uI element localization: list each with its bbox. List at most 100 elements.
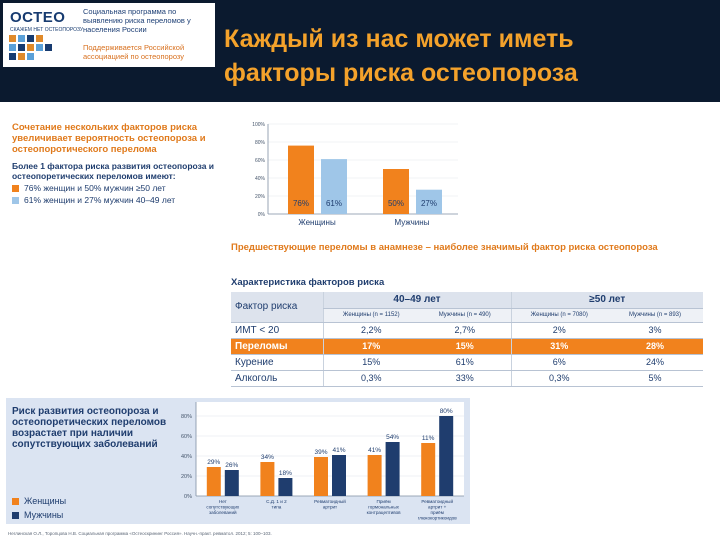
- bar: [383, 169, 409, 214]
- data-label: 76%: [293, 199, 309, 208]
- y-tick-label: 80%: [255, 140, 266, 146]
- data-label: 18%: [279, 470, 292, 477]
- age-group-40-49-header: 40–49 лет: [322, 292, 511, 309]
- x-tick-label: сопутствующих: [206, 505, 240, 510]
- table-cell: 2,7%: [419, 322, 511, 339]
- table-group-header-row: Фактор риска 40–49 лет ≥50 лет: [231, 292, 703, 323]
- column-header: Женщины (n = 7080): [510, 308, 607, 323]
- column-header: Мужчины (n = 893): [607, 308, 703, 323]
- bar: [314, 457, 328, 496]
- table-row: Алкоголь 0,3% 33% 0,3% 5%: [231, 370, 703, 387]
- bar: [416, 189, 442, 214]
- legend-50plus: 76% женщин и 50% мужчин ≥50 лет: [12, 183, 244, 193]
- x-tick-label: Ревматоидный: [421, 498, 453, 504]
- factor-column-header: Фактор риска: [231, 292, 323, 323]
- x-tick-label: типа: [272, 505, 282, 510]
- column-header: Мужчины (n = 490): [419, 308, 511, 323]
- table-cell: 5%: [607, 370, 703, 387]
- table-title: Характеристика факторов риска: [231, 277, 385, 288]
- table-cell: 15%: [322, 354, 419, 371]
- legend-women: Женщины: [12, 496, 66, 506]
- bar: [385, 442, 400, 496]
- table-cell: 3%: [607, 322, 703, 339]
- column-header: Женщины (n = 1152): [322, 308, 419, 323]
- legend-swatch-navy: [12, 511, 19, 519]
- legend-men: Мужчины: [12, 510, 66, 520]
- bar: [260, 462, 275, 496]
- table-cell: 17%: [322, 338, 419, 355]
- data-label: 61%: [326, 199, 342, 208]
- table-cell: 2%: [510, 322, 607, 339]
- previous-fractures-note: Предшествующие переломы в анамнезе – наи…: [231, 242, 658, 253]
- age-group-50plus-header: ≥50 лет: [510, 292, 703, 309]
- bar: [288, 145, 314, 214]
- logo-wordmark: ОСТЕО: [10, 9, 66, 26]
- y-tick-label: 60%: [255, 158, 266, 164]
- x-tick-label: артрит +: [428, 505, 447, 510]
- table-cell: 15%: [419, 338, 511, 355]
- row-factor: ИМТ < 20: [231, 322, 323, 339]
- bar: [206, 467, 221, 496]
- x-tick-label: Нет: [219, 499, 228, 504]
- bar: [367, 455, 382, 496]
- x-tick-label: приём: [431, 510, 444, 515]
- x-tick-label: артрит: [323, 505, 338, 510]
- y-tick-label: 20%: [255, 194, 266, 200]
- legend-swatch-orange: [12, 184, 19, 192]
- table-column-header-row: Женщины (n = 1152) Мужчины (n = 490) Жен…: [231, 308, 703, 323]
- support-text: Поддерживается Российской ассоциацией по…: [83, 43, 185, 61]
- y-tick-label: 40%: [181, 454, 192, 460]
- bar: [421, 443, 436, 496]
- data-label: 41%: [368, 447, 381, 454]
- title-line-2: факторы риска остеопороза: [224, 59, 578, 87]
- bar: [332, 455, 346, 496]
- table-cell: 24%: [607, 354, 703, 371]
- table-cell: 28%: [607, 338, 703, 355]
- data-label: 80%: [440, 408, 453, 415]
- row-factor: Курение: [231, 354, 323, 371]
- data-label: 11%: [422, 435, 435, 442]
- bar: [439, 416, 454, 496]
- table-cell: 0,3%: [322, 370, 419, 387]
- combined-risk-heading: Сочетание нескольких факторов риска увел…: [12, 122, 206, 155]
- x-tick-label: гормональных: [368, 505, 399, 510]
- data-label: 39%: [314, 449, 327, 456]
- data-label: 41%: [332, 447, 345, 454]
- plot-area: [196, 402, 464, 496]
- legend-swatch-orange: [12, 497, 19, 505]
- legend-men-label: Мужчины: [24, 510, 64, 520]
- table-cell: 0,3%: [510, 370, 607, 387]
- program-text: Социальная программа по выявлению риска …: [83, 7, 191, 34]
- header-bar: ОСТЕО СКАЖЕМ НЕТ ОСТЕОПОРОЗУ Социальная …: [0, 0, 720, 102]
- x-tick-label: С.Д. 1 и 2: [266, 499, 287, 504]
- comorbidity-panel: Риск развития остеопороза и остеопоретич…: [6, 398, 470, 524]
- table-cell: 61%: [419, 354, 511, 371]
- x-tick-label: глюкокортикоидов: [418, 516, 457, 521]
- table-cell: 2,2%: [322, 322, 419, 339]
- legend-40-49: 61% женщин и 27% мужчин 40–49 лет: [12, 195, 244, 205]
- x-tick-label: Приём: [377, 499, 391, 504]
- logo-tagline: СКАЖЕМ НЕТ ОСТЕОПОРОЗУ: [10, 27, 84, 33]
- logo: ОСТЕО СКАЖЕМ НЕТ ОСТЕОПОРОЗУ Социальная …: [3, 3, 215, 67]
- data-label: 54%: [386, 434, 399, 441]
- data-label: 34%: [261, 454, 274, 461]
- table-row-highlighted: Переломы 17% 15% 31% 28%: [231, 338, 703, 355]
- data-label: 27%: [421, 199, 437, 208]
- comorbidity-legend: Женщины Мужчины: [12, 492, 66, 520]
- legend-50plus-label: 76% женщин и 50% мужчин ≥50 лет: [24, 183, 166, 193]
- y-tick-label: 0%: [258, 212, 266, 218]
- x-tick-label: Ревматоидный: [314, 498, 346, 504]
- combined-risk-subheading: Более 1 фактора риска развития остеопоро…: [12, 161, 215, 181]
- table-cell: 33%: [419, 370, 511, 387]
- y-tick-label: 0%: [184, 494, 192, 500]
- y-tick-label: 80%: [181, 414, 192, 420]
- combined-risk-block: Сочетание нескольких факторов риска увел…: [12, 122, 244, 205]
- x-tick-label: заболеваний: [209, 509, 237, 515]
- row-factor: Алкоголь: [231, 370, 323, 387]
- slide-title: Каждый из нас может иметь факторы риска …: [224, 22, 714, 90]
- y-tick-label: 40%: [255, 176, 266, 182]
- bar: [278, 478, 293, 496]
- data-label: 50%: [388, 199, 404, 208]
- x-tick-label: Женщины: [298, 218, 336, 227]
- y-tick-label: 20%: [181, 474, 192, 480]
